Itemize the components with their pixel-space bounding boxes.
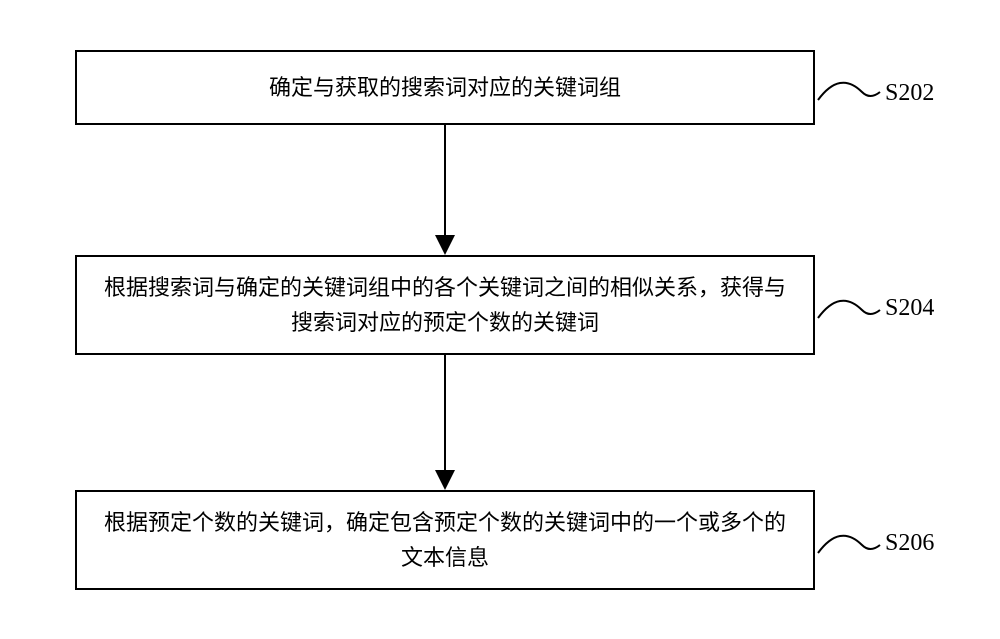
node-label-1: S202 xyxy=(885,80,934,107)
node-label-3: S206 xyxy=(885,530,934,557)
flowchart-node-1: 确定与获取的搜索词对应的关键词组 xyxy=(75,50,815,125)
label-connector-1 xyxy=(818,83,880,100)
flowchart-container: 确定与获取的搜索词对应的关键词组 S202 根据搜索词与确定的关键词组中的各个关… xyxy=(0,0,1000,639)
node-label-2: S204 xyxy=(885,295,934,322)
node-text: 根据搜索词与确定的关键词组中的各个关键词之间的相似关系，获得与搜索词对应的预定个… xyxy=(97,270,793,340)
flowchart-node-3: 根据预定个数的关键词，确定包含预定个数的关键词中的一个或多个的文本信息 xyxy=(75,490,815,590)
flowchart-node-2: 根据搜索词与确定的关键词组中的各个关键词之间的相似关系，获得与搜索词对应的预定个… xyxy=(75,255,815,355)
label-connector-3 xyxy=(818,536,880,553)
node-text: 确定与获取的搜索词对应的关键词组 xyxy=(269,70,621,105)
label-connector-2 xyxy=(818,301,880,318)
node-text: 根据预定个数的关键词，确定包含预定个数的关键词中的一个或多个的文本信息 xyxy=(97,505,793,575)
